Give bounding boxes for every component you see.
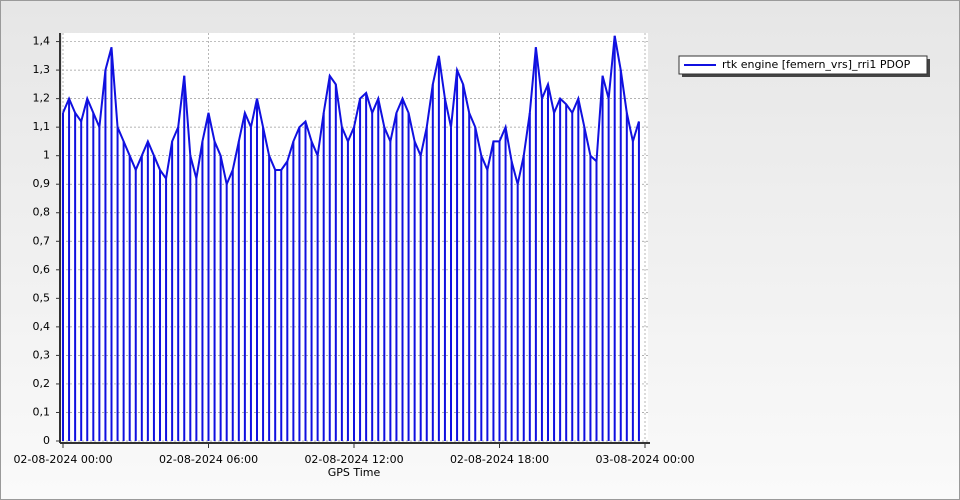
marks (62, 35, 640, 441)
x-tick-label: 02-08-2024 18:00 (450, 453, 549, 466)
y-tick-label: 0,9 (33, 177, 51, 190)
y-tick-label: 0,2 (33, 377, 51, 390)
y-tick-label: 0,4 (33, 320, 51, 333)
y-tick-label: 0,6 (33, 263, 51, 276)
y-tick-label: 0,7 (33, 234, 51, 247)
data-line (62, 35, 640, 188)
y-tick-label: 1 (43, 149, 50, 162)
y-tick-label: 1,3 (33, 63, 51, 76)
legend-label: rtk engine [femern_vrs]_rri1 PDOP (722, 58, 911, 71)
y-tick-label: 1,2 (33, 92, 51, 105)
x-tick-label: 02-08-2024 12:00 (304, 453, 403, 466)
y-tick-label: 0 (43, 434, 50, 447)
y-tick-label: 0,1 (33, 405, 51, 418)
y-tick-label: 0,3 (33, 348, 51, 361)
x-tick-label: 02-08-2024 06:00 (159, 453, 258, 466)
legend: rtk engine [femern_vrs]_rri1 PDOP (678, 55, 930, 77)
x-tick-label: 02-08-2024 00:00 (13, 453, 112, 466)
y-tick-label: 1,1 (33, 120, 51, 133)
y-tick-label: 0,8 (33, 206, 51, 219)
y-tick-label: 0,5 (33, 291, 51, 304)
y-tick-label: 1,4 (33, 35, 51, 48)
x-tick-label: 03-08-2024 00:00 (595, 453, 694, 466)
x-axis-title: GPS Time (328, 466, 381, 479)
legend-box (678, 55, 928, 75)
